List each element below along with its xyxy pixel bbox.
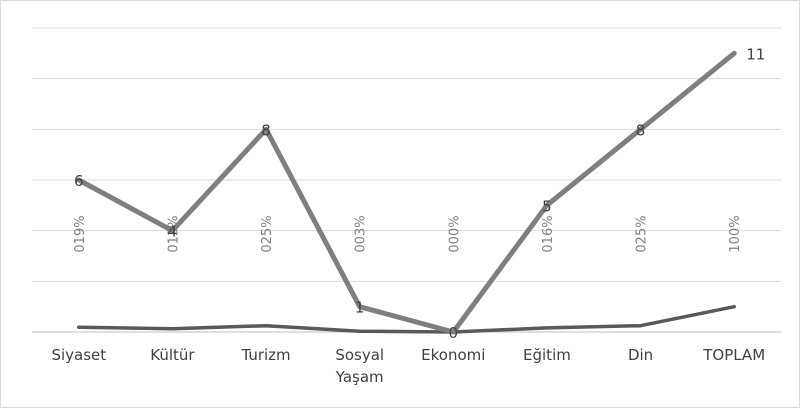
category-label: Ekonomi (421, 346, 485, 364)
category-label: Kültür (150, 346, 195, 364)
category-label: Turizm (240, 346, 290, 364)
data-label: 8 (636, 121, 646, 139)
series-line-count (79, 53, 734, 332)
percent-label: 000% (447, 215, 462, 252)
data-label: 0 (449, 324, 459, 342)
percent-label: 019% (73, 215, 88, 252)
gridlines (32, 28, 781, 332)
percent-label: 003% (354, 215, 369, 252)
category-label: Din (628, 346, 653, 364)
category-label: Eğitim (523, 346, 571, 364)
data-label: 1 (355, 299, 365, 317)
data-label: 8 (261, 121, 271, 139)
category-label: Siyaset (51, 346, 106, 364)
data-label: 6 (74, 172, 84, 190)
value-labels: 6 4 8 1 0 5 8 11 (74, 45, 765, 342)
data-label: 5 (542, 197, 552, 215)
series-count (79, 53, 735, 332)
percent-label: 025% (635, 215, 650, 252)
data-label: 11 (746, 45, 765, 63)
percent-label: 025% (260, 215, 275, 252)
data-label: 4 (168, 223, 178, 241)
percent-label: 100% (728, 215, 743, 252)
percent-label: 016% (541, 215, 556, 252)
category-label: TOPLAM (702, 346, 765, 364)
